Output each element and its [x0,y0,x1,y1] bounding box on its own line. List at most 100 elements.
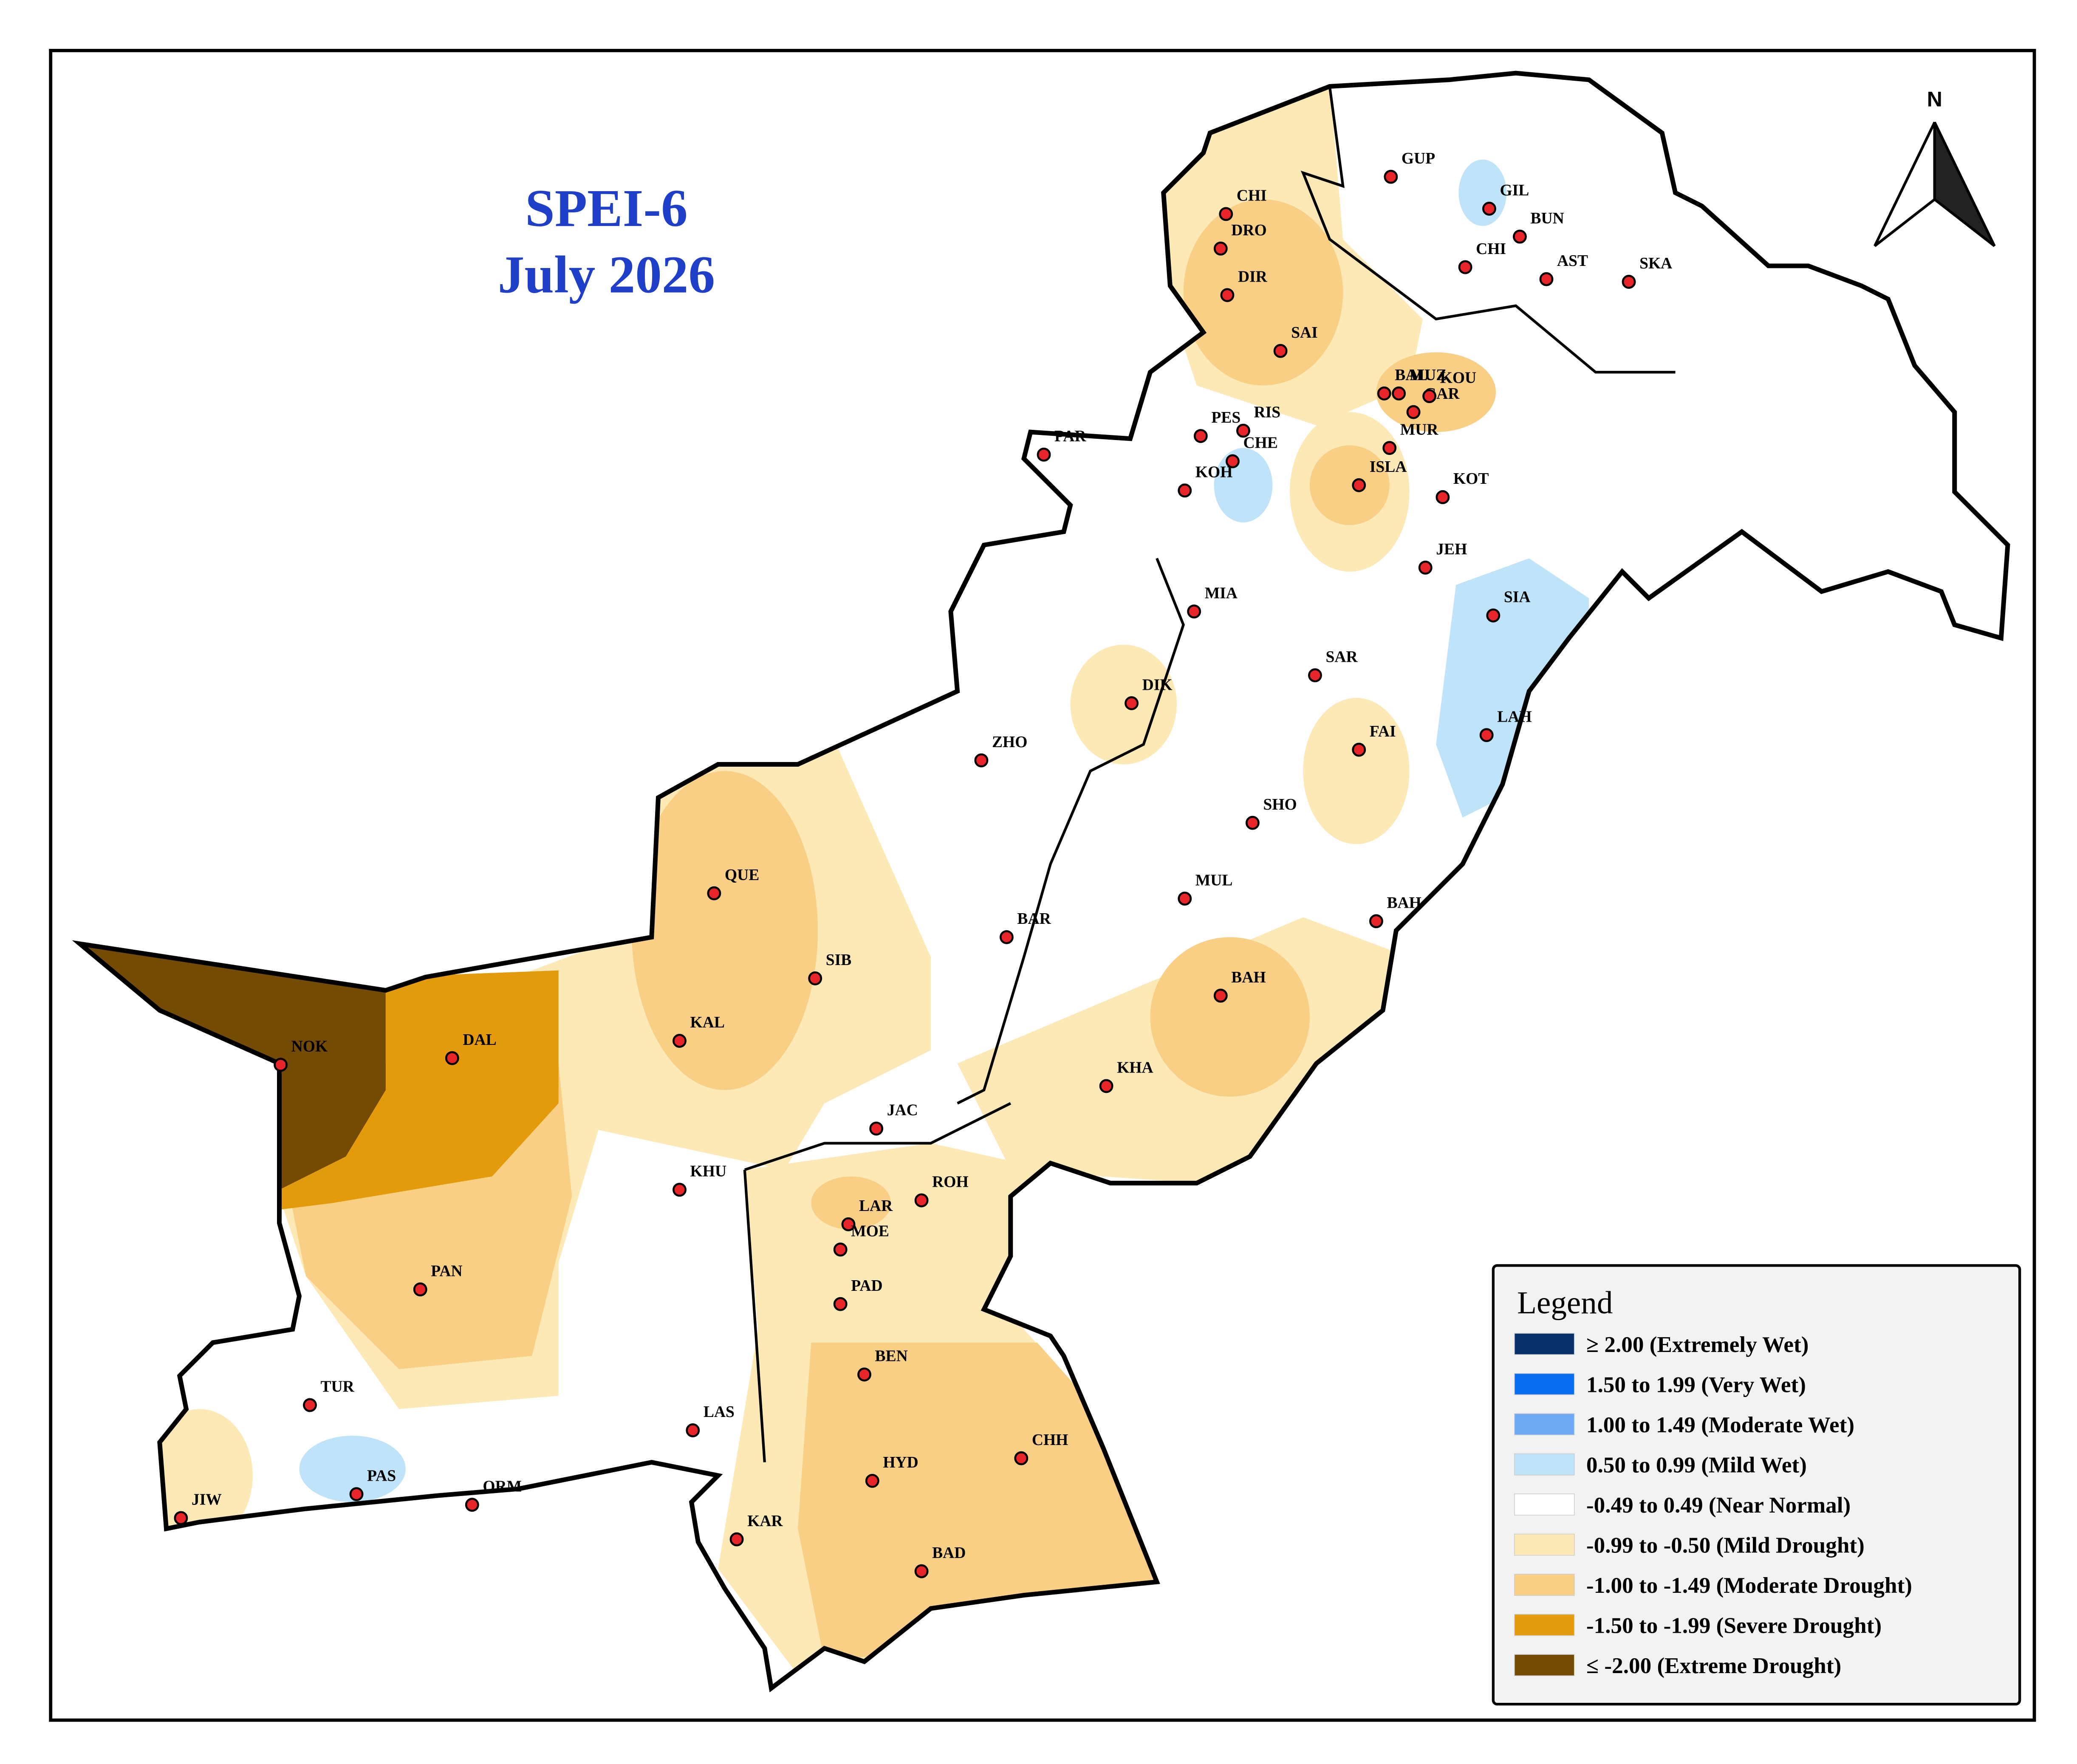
legend-swatch [1514,1614,1575,1636]
legend: Legend ≥ 2.00 (Extremely Wet) 1.50 to 1.9… [1492,1264,2021,1706]
station-label: BAH [1231,969,1266,986]
station-label: KHA [1117,1059,1153,1077]
legend-swatch [1514,1574,1575,1596]
station-label: JAC [887,1102,918,1119]
station-marker [1037,447,1051,462]
station-label: DRO [1231,222,1266,239]
station-label: SAR [1325,649,1358,666]
station-label: CHH [1032,1431,1068,1449]
station-marker [841,1217,856,1231]
station-label: PAD [851,1277,882,1295]
legend-swatch [1514,1413,1575,1435]
station-label: ISLA [1370,458,1407,476]
station-marker [1236,423,1250,438]
station-marker [1458,260,1472,274]
station-label: BAL [1395,367,1427,384]
station-label: ORM [483,1478,522,1495]
station-marker [673,1183,687,1197]
legend-label: 0.50 to 0.99 (Mild Wet) [1586,1452,1807,1477]
station-marker [1479,728,1494,742]
station-marker [1187,604,1201,619]
station-marker [1308,668,1322,683]
north-arrow: N [1874,87,1996,247]
station-label: PAS [367,1467,396,1485]
station-label: FAI [1370,723,1396,740]
station-label: PAN [431,1262,462,1280]
station-label: MUR [1400,421,1439,438]
station-label: HYD [883,1454,918,1471]
legend-label: -0.99 to -0.50 (Mild Drought) [1586,1533,1865,1558]
station-marker [833,1297,848,1311]
station-marker [174,1511,188,1525]
station-label: KOH [1195,464,1233,481]
station-marker [914,1193,929,1208]
station-marker [1418,560,1433,575]
station-marker [686,1423,700,1437]
station-marker [1436,490,1450,504]
station-label: GIL [1500,182,1529,199]
station-marker [833,1242,848,1257]
station-label: QUE [725,866,759,884]
station-label: AST [1557,252,1588,270]
legend-label: ≥ 2.00 (Extremely Wet) [1586,1332,1809,1357]
station-marker [1125,696,1139,710]
station-label: JEH [1436,541,1467,558]
station-marker [1352,478,1366,492]
station-marker [303,1398,317,1412]
legend-swatch [1514,1533,1575,1556]
legend-label: ≤ -2.00 (Extreme Drought) [1586,1653,1841,1678]
station-label: MOE [851,1223,889,1240]
station-label: JIW [192,1491,222,1509]
station-marker [1178,892,1192,906]
station-marker [1014,1451,1029,1465]
station-label: NOK [291,1038,328,1056]
station-marker [1382,441,1397,455]
station-marker [1622,275,1636,289]
station-marker [1384,169,1398,184]
north-label: N [1927,87,1942,111]
station-label: GUP [1402,150,1435,167]
station-label: MUL [1195,872,1233,889]
station-label: TUR [321,1378,355,1396]
station-label: BAD [932,1544,966,1562]
station-marker [349,1487,364,1502]
station-marker [1099,1079,1113,1093]
station-marker [914,1564,929,1578]
legend-label: 1.50 to 1.99 (Very Wet) [1586,1372,1806,1397]
station-label: PAR [1054,428,1086,445]
station-marker [999,930,1014,944]
station-label: LAH [1497,708,1532,725]
legend-swatch [1514,1333,1575,1355]
station-marker [1352,742,1366,757]
station-marker [1369,914,1383,929]
station-marker [1245,816,1260,830]
station-marker [1219,207,1233,221]
station-marker [865,1473,879,1488]
station-label: BAH [1387,895,1421,912]
station-marker [413,1282,427,1297]
station-label: MIA [1205,584,1238,602]
station-label: BEN [875,1348,908,1365]
station-label: SIA [1504,589,1531,606]
station-label: DIR [1238,268,1268,285]
station-marker [974,753,989,768]
station-marker [869,1121,884,1136]
legend-swatch [1514,1453,1575,1476]
station-marker [1392,386,1406,401]
station-marker [1273,344,1288,358]
station-marker [673,1034,687,1048]
station-label: BUN [1530,210,1564,227]
station-label: SKA [1639,255,1672,272]
station-marker [1213,241,1228,256]
station-label: SAI [1291,324,1318,342]
station-label: DAL [463,1031,496,1049]
station-marker [1377,386,1391,401]
legend-label: -0.49 to 0.49 (Near Normal) [1586,1493,1851,1518]
station-marker [1193,429,1208,443]
legend-label: 1.00 to 1.49 (Moderate Wet) [1586,1412,1854,1437]
station-label: KOT [1453,470,1489,488]
legend-title: Legend [1517,1285,1613,1321]
station-label: MUZ [1410,367,1447,384]
